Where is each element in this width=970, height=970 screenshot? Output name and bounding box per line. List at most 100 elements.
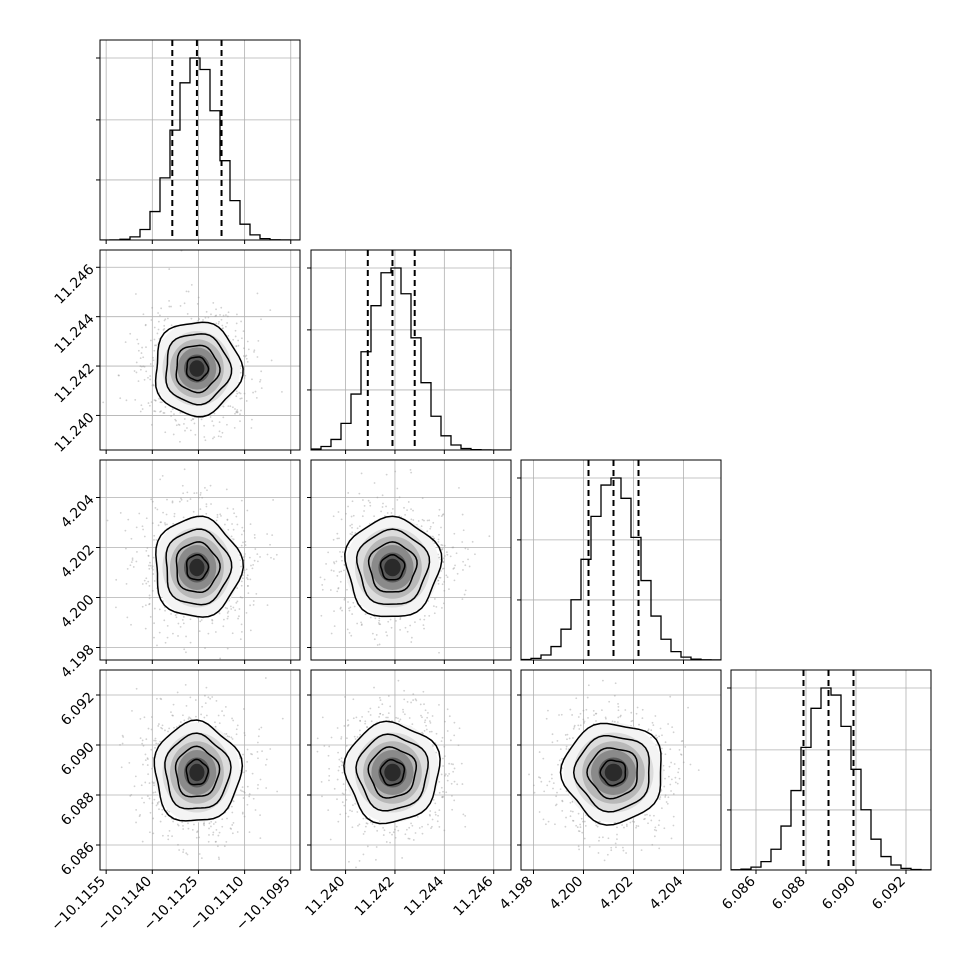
scatter-point bbox=[216, 516, 219, 519]
scatter-point bbox=[633, 821, 636, 823]
scatter-point bbox=[186, 313, 189, 315]
scatter-point bbox=[144, 324, 147, 327]
scatter-point bbox=[246, 760, 249, 763]
scatter-point bbox=[379, 712, 382, 715]
scatter-point bbox=[253, 533, 256, 536]
scatter-point bbox=[725, 774, 727, 776]
scatter-point bbox=[670, 837, 673, 840]
scatter-point bbox=[672, 815, 675, 818]
scatter-point bbox=[187, 827, 190, 830]
scatter-point bbox=[340, 757, 343, 760]
scatter-point bbox=[346, 628, 349, 631]
scatter-point bbox=[329, 838, 332, 841]
y-tick-label: 6.092 bbox=[58, 689, 98, 729]
scatter-point bbox=[428, 614, 431, 617]
scatter-point bbox=[184, 429, 186, 432]
scatter-point bbox=[220, 515, 222, 517]
scatter-point bbox=[383, 515, 386, 517]
scatter-point bbox=[362, 853, 365, 856]
scatter-point bbox=[361, 715, 364, 718]
scatter-point bbox=[153, 784, 155, 787]
scatter-point bbox=[240, 499, 243, 502]
scatter-point bbox=[404, 626, 407, 629]
scatter-point bbox=[565, 748, 568, 750]
scatter-point bbox=[198, 630, 201, 632]
scatter-point bbox=[351, 613, 354, 615]
scatter-point bbox=[452, 763, 454, 766]
scatter-point bbox=[222, 405, 225, 408]
scatter-point bbox=[452, 770, 455, 773]
scatter-point bbox=[196, 831, 198, 834]
scatter-point bbox=[453, 780, 456, 783]
scatter-point bbox=[152, 359, 155, 362]
scatter-point bbox=[347, 505, 349, 508]
scatter-point bbox=[358, 729, 361, 732]
scatter-point bbox=[235, 313, 238, 316]
scatter-point bbox=[667, 775, 670, 778]
scatter-point bbox=[684, 745, 687, 748]
scatter-point bbox=[564, 825, 567, 828]
scatter-point bbox=[666, 802, 669, 805]
scatter-point bbox=[336, 727, 339, 729]
scatter-point bbox=[161, 474, 164, 477]
scatter-point bbox=[186, 853, 189, 856]
scatter-point bbox=[135, 821, 137, 824]
scatter-point bbox=[129, 332, 132, 335]
scatter-point bbox=[358, 823, 361, 826]
scatter-point bbox=[453, 799, 456, 802]
scatter-point bbox=[602, 679, 604, 682]
scatter-point bbox=[593, 714, 595, 717]
scatter-point bbox=[392, 831, 395, 834]
scatter-point bbox=[670, 778, 673, 781]
scatter-point bbox=[571, 810, 574, 813]
scatter-point bbox=[238, 391, 241, 394]
scatter-point bbox=[223, 618, 225, 621]
scatter-point bbox=[663, 785, 666, 788]
scatter-point bbox=[352, 717, 355, 720]
scatter-point bbox=[137, 342, 140, 345]
scatter-point bbox=[338, 758, 341, 761]
scatter-point bbox=[131, 557, 134, 560]
scatter-point bbox=[232, 719, 235, 722]
scatter-point bbox=[154, 791, 157, 794]
scatter-point bbox=[129, 564, 132, 567]
scatter-point bbox=[438, 508, 441, 511]
scatter-point bbox=[330, 736, 333, 739]
scatter-point bbox=[239, 392, 242, 395]
scatter-point bbox=[343, 804, 346, 807]
scatter-point bbox=[575, 824, 578, 827]
scatter-point bbox=[407, 501, 410, 503]
scatter-point bbox=[171, 501, 174, 504]
scatter-point bbox=[576, 826, 579, 829]
scatter-point bbox=[638, 723, 640, 726]
scatter-point bbox=[432, 521, 435, 524]
scatter-point bbox=[337, 511, 340, 513]
scatter-point bbox=[344, 812, 347, 815]
y-tick-label: 11.240 bbox=[52, 410, 98, 456]
scatter-point bbox=[330, 569, 333, 572]
scatter-point bbox=[234, 329, 237, 332]
scatter-point bbox=[252, 391, 254, 394]
scatter-point bbox=[431, 715, 434, 717]
scatter-point bbox=[654, 826, 657, 829]
scatter-point bbox=[610, 849, 613, 852]
scatter-point bbox=[211, 696, 214, 698]
scatter-point bbox=[151, 567, 154, 569]
scatter-point bbox=[440, 773, 443, 776]
scatter-point bbox=[462, 813, 465, 816]
scatter-point bbox=[340, 555, 343, 558]
scatter-point bbox=[316, 737, 319, 740]
scatter-point bbox=[396, 487, 399, 490]
scatter-point bbox=[650, 729, 653, 732]
scatter-point bbox=[172, 820, 174, 823]
scatter-point bbox=[332, 570, 335, 572]
scatter-point bbox=[348, 860, 350, 863]
scatter-point bbox=[378, 619, 381, 622]
scatter-point bbox=[625, 823, 628, 826]
scatter-point bbox=[390, 512, 393, 514]
scatter-point bbox=[171, 500, 174, 503]
scatter-point bbox=[158, 631, 161, 634]
scatter-point bbox=[571, 714, 574, 716]
scatter-point bbox=[334, 678, 336, 680]
scatter-point bbox=[452, 546, 455, 549]
